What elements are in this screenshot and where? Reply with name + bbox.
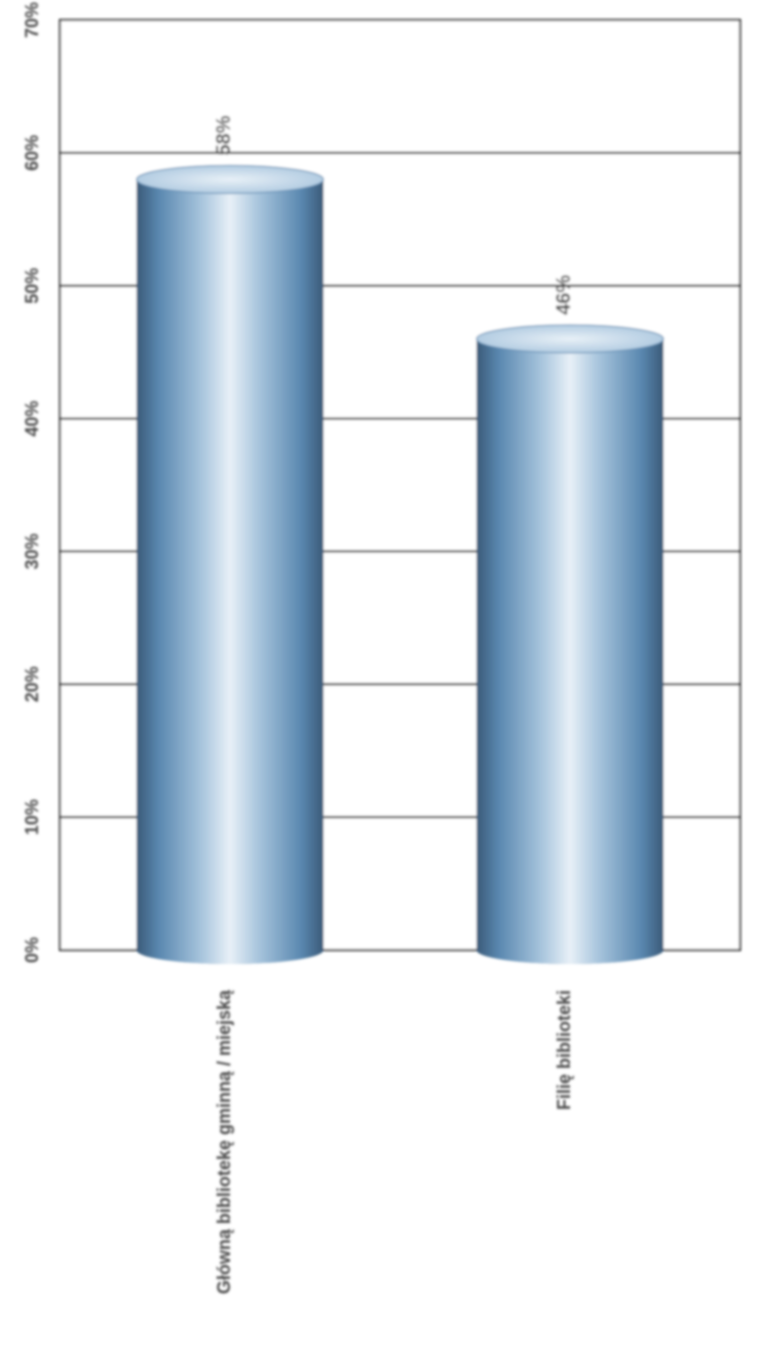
bar — [477, 325, 664, 964]
bar-value-label: 46% — [553, 275, 575, 315]
category-label: Filię biblioteki — [554, 990, 574, 1110]
y-tick-label: 40% — [22, 401, 42, 437]
category-label: Główną bibliotekę gminną / miejską — [214, 989, 234, 1294]
y-tick-label: 0% — [22, 937, 42, 963]
y-tick-label: 60% — [22, 135, 42, 171]
y-tick-label: 10% — [22, 799, 42, 835]
y-tick-label: 70% — [22, 2, 42, 38]
chart-svg: 0% 10% 20% 30% 40% 50% 60% 70% 58% Główną bibliot… — [0, 0, 757, 1360]
bar-value-label: 58% — [213, 115, 235, 155]
bar-chart: 0% 10% 20% 30% 40% 50% 60% 70% 58% Główną bibliot… — [0, 0, 757, 1360]
y-tick-label: 50% — [22, 268, 42, 304]
bar — [137, 165, 324, 964]
y-tick-label: 30% — [22, 533, 42, 569]
y-tick-label: 20% — [22, 666, 42, 702]
